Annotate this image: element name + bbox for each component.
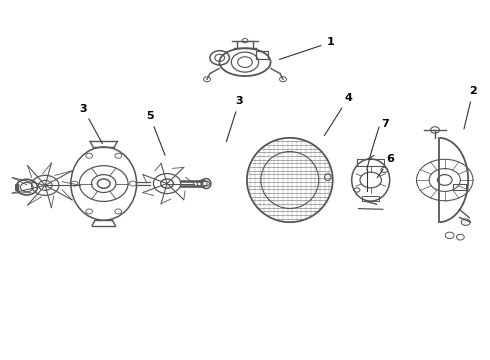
Text: 3: 3 (79, 104, 102, 144)
Text: 4: 4 (324, 93, 352, 135)
Text: 7: 7 (381, 118, 389, 129)
Text: 2: 2 (464, 86, 477, 129)
Text: 1: 1 (279, 37, 334, 59)
Bar (362, 196, 379, 202)
Bar (256, 51, 269, 59)
Text: 5: 5 (146, 111, 165, 155)
Text: 6: 6 (377, 154, 394, 178)
Bar (357, 158, 384, 166)
Text: 3: 3 (226, 96, 243, 141)
Bar (453, 184, 466, 190)
